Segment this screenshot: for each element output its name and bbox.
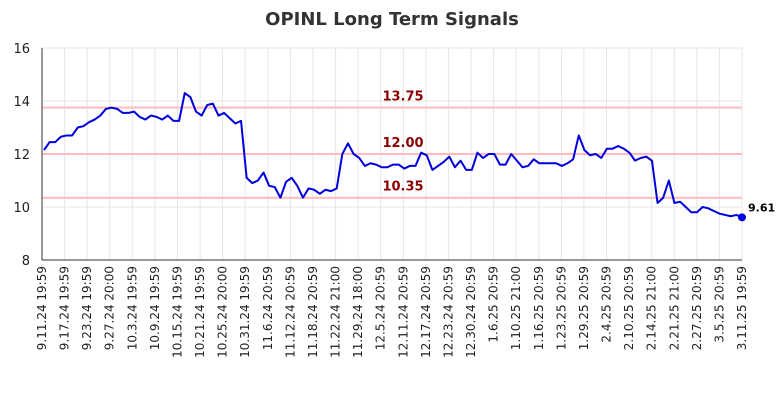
x-tick-label: 11.6.24 20:59 xyxy=(261,266,275,350)
x-tick-label: 11.12.24 20:59 xyxy=(283,266,297,358)
x-tick-label: 10.21.24 19:59 xyxy=(193,266,207,358)
x-tick-label: 2.10.25 20:59 xyxy=(622,266,636,350)
y-tick-label: 14 xyxy=(13,95,30,110)
x-tick-label: 11.18.24 20:59 xyxy=(306,266,320,358)
chart-title: OPINL Long Term Signals xyxy=(265,9,519,30)
x-tick-label: 1.23.25 20:59 xyxy=(554,266,568,350)
x-tick-label: 9.11.24 19:59 xyxy=(35,266,49,350)
x-tick-label: 3.11.25 19:59 xyxy=(735,266,749,350)
x-tick-label: 2.27.25 20:59 xyxy=(690,266,704,350)
x-tick-label: 12.30.24 20:59 xyxy=(464,266,478,358)
x-tick-label: 9.17.24 19:59 xyxy=(58,266,72,350)
x-tick-label: 9.27.24 20:00 xyxy=(103,266,117,350)
signal-label: 13.75 xyxy=(382,90,423,105)
x-tick-label: 12.17.24 20:59 xyxy=(419,266,433,358)
x-tick-label: 11.22.24 21:00 xyxy=(329,266,343,358)
x-tick-label: 12.23.24 20:59 xyxy=(441,266,455,358)
signal-layer: 13.75 12.00 10.35 xyxy=(42,90,742,199)
x-tick-label: 2.21.25 21:00 xyxy=(667,266,681,350)
axis-layer xyxy=(41,48,742,261)
y-tick-label: 16 xyxy=(13,42,30,57)
y-tick-label: 12 xyxy=(13,148,30,163)
x-tick-label: 12.11.24 20:59 xyxy=(396,266,410,358)
y-tick-label: 10 xyxy=(13,201,30,216)
series-layer: 9.61 xyxy=(43,92,775,222)
x-tick-label: 1.6.25 20:59 xyxy=(487,266,501,343)
x-tick-label: 10.15.24 19:59 xyxy=(170,266,184,358)
signal-label: 12.00 xyxy=(382,136,423,151)
x-tick-label: 10.3.24 19:59 xyxy=(125,266,139,350)
last-point-marker xyxy=(738,213,746,222)
series-line xyxy=(43,92,743,219)
x-tick-label: 10.31.24 19:59 xyxy=(238,266,252,358)
x-tick-label: 1.10.25 21:00 xyxy=(509,266,523,350)
x-tick-label: 9.23.24 19:59 xyxy=(80,266,94,350)
x-tick-label: 3.5.25 20:59 xyxy=(712,266,726,343)
x-tick-label: 2.4.25 20:59 xyxy=(600,266,614,343)
signal-label: 10.35 xyxy=(382,180,423,195)
x-tick-label: 10.9.24 19:59 xyxy=(148,266,162,350)
x-tick-label: 12.5.24 20:59 xyxy=(374,266,388,350)
x-tick-label: 1.16.25 20:59 xyxy=(532,266,546,350)
y-tick-label: 8 xyxy=(22,254,30,269)
tick-layer: 8 10 12 14 16 9.11.24 19:59 9.17.24 19:59 9.23.… xyxy=(13,42,749,358)
x-tick-label: 11.29.24 18:00 xyxy=(351,266,365,358)
x-tick-label: 1.29.25 20:59 xyxy=(577,266,591,350)
x-tick-label: 2.14.25 21:00 xyxy=(645,266,659,350)
last-point-label: 9.61 xyxy=(748,201,775,214)
x-tick-label: 10.25.24 20:00 xyxy=(216,266,230,358)
